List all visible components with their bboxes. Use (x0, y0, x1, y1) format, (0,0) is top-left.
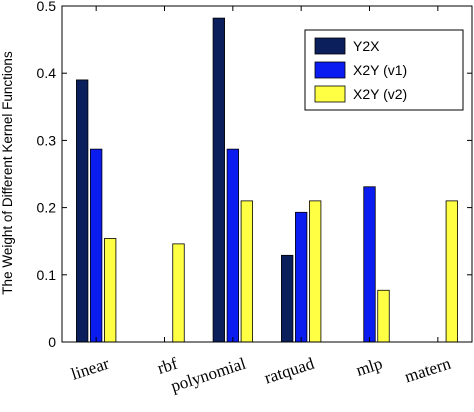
bar-ratquad-s1 (295, 211, 308, 343)
legend-swatch-1 (314, 61, 346, 79)
plot-frame (61, 5, 473, 343)
legend-label-1: X2Y (v1) (353, 62, 407, 78)
bar-linear-s2 (104, 238, 117, 343)
bar-matern-s2 (445, 200, 458, 343)
bar-polynomial-s0 (212, 17, 225, 343)
bar-linear-s0 (76, 79, 89, 343)
legend-label-0: Y2X (353, 38, 380, 54)
bar-polynomial-s1 (226, 148, 239, 343)
bars-group (76, 17, 458, 343)
bar-ratquad-s0 (281, 254, 294, 343)
x-category-label-linear: linear (69, 354, 112, 384)
x-category-label-mlp: mlp (354, 354, 385, 380)
x-category-label-polynomial: polynomial (169, 354, 249, 396)
legend-label-2: X2Y (v2) (353, 86, 407, 102)
x-category-label-matern: matern (402, 354, 453, 387)
legend-swatch-0 (314, 37, 346, 55)
bar-rbf-s2 (172, 243, 185, 343)
y-tick-label: 0.5 (37, 0, 57, 14)
bar-polynomial-s2 (240, 200, 253, 343)
bar-mlp-s1 (363, 186, 376, 343)
bar-linear-s1 (90, 148, 103, 343)
y-axis-label: The Weight of Different Kernel Functions (0, 51, 15, 295)
x-category-label-ratquad: ratquad (262, 354, 317, 388)
y-tick-label: 0 (48, 334, 56, 350)
y-tick-label: 0.1 (37, 267, 57, 283)
bar-mlp-s2 (377, 289, 390, 343)
legend-swatch-2 (314, 85, 346, 103)
legend: Y2X X2Y (v1) X2Y (v2) (304, 29, 464, 111)
bar-ratquad-s2 (309, 200, 322, 343)
axes-group (61, 5, 473, 343)
y-tick-label: 0.2 (37, 200, 57, 216)
y-tick-label: 0.4 (37, 65, 57, 81)
y-tick-label: 0.3 (37, 132, 57, 148)
y-ticks-group: 0 0.1 0.2 0.3 0.4 0.5 (37, 0, 472, 350)
